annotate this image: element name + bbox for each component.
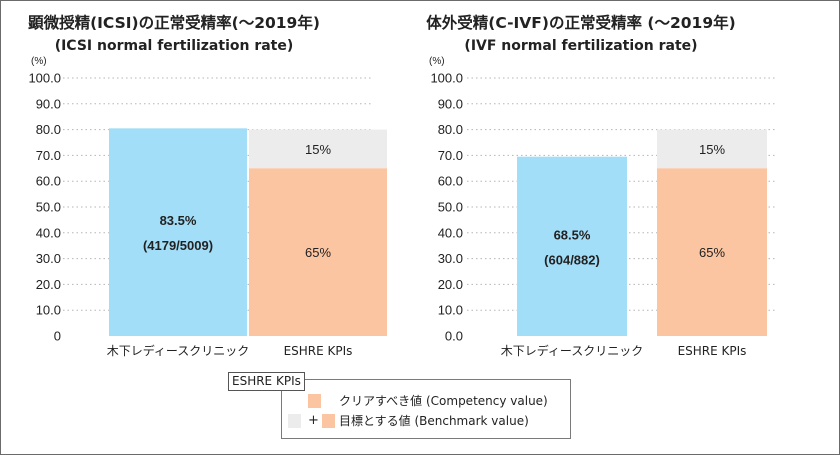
chart2-y-tick-label: 0.0 [445,329,463,344]
chart2-unit-label: (%) [429,56,445,67]
chart1-kpi-benchmark-label: 15% [305,142,331,157]
chart2-title: 体外受精(C-IVF)の正常受精率 (〜2019年) [426,13,735,32]
chart2-y-tick-label: 50.0 [438,200,463,215]
chart1-x-tick-label: ESHRE KPIs [284,344,353,358]
chart2-clinic-count-label: (604/882) [544,252,600,267]
legend-tag: ESHRE KPIs [228,372,305,391]
chart1-y-tick-label: 50.0 [36,200,61,215]
chart1-kpi-competency-segment [249,168,387,336]
chart2-x-tick-label: 木下レディースクリニック [501,343,644,358]
chart1-kpi-benchmark-segment [249,129,387,169]
legend-benchmark-swatch [288,414,301,428]
chart2-y-tick-label: 20.0 [438,277,463,292]
chart1-kpi-competency-label: 65% [305,245,331,260]
chart1-y-tick-label: 20.0 [36,277,61,292]
chart1-y-tick-label: 0 [54,329,61,344]
chart2-clinic-bar [517,156,627,336]
chart2-y-tick-label: 80.0 [438,122,463,137]
chart2-y-tick-label: 10.0 [438,303,463,318]
chart1-y-tick-label: 90.0 [36,96,61,111]
chart2-kpi-benchmark-segment [657,129,767,169]
chart2-kpi-benchmark-label: 15% [699,142,725,157]
chart1-clinic-count-label: (4179/5009) [143,238,213,253]
legend-box: クリアすべき値 (Competency value) + 目標とする値 (Ben… [281,379,571,439]
chart1-clinic-value-label: 83.5% [160,213,197,228]
chart2-subtitle: (IVF normal fertilization rate) [464,38,697,54]
chart2-y-tick-label: 100.0 [430,71,463,86]
legend-plus-sign: + [308,413,319,428]
legend-benchmark-label: 目標とする値 (Benchmark value) [339,414,529,428]
chart1-y-tick-label: 40.0 [36,225,61,240]
chart1-y-tick-label: 60.0 [36,174,61,189]
chart1-y-tick-label: 30.0 [36,251,61,266]
chart2-y-tick-label: 60.0 [438,174,463,189]
chart2-kpi-competency-label: 65% [699,245,725,260]
chart2-x-tick-label: ESHRE KPIs [678,344,747,358]
chart2-y-tick-label: 40.0 [438,225,463,240]
chart2-y-tick-label: 90.0 [438,96,463,111]
chart1-y-tick-label: 10.0 [36,303,61,318]
chart1-unit-label: (%) [31,56,47,67]
chart1-y-tick-label: 70.0 [36,148,61,163]
legend-competency-swatch [308,394,321,408]
chart2-kpi-competency-segment [657,168,767,336]
chart2-y-tick-label: 70.0 [438,148,463,163]
chart1-y-tick-label: 100.0 [28,71,61,86]
legend-benchmark-competency-swatch [322,414,335,428]
chart1-subtitle: (ICSI normal fertilization rate) [55,38,294,54]
chart1-y-tick-label: 80.0 [36,122,61,137]
chart2-y-tick-label: 30.0 [438,251,463,266]
chart2-clinic-value-label: 68.5% [554,227,591,242]
chart1-x-tick-label: 木下レディースクリニック [107,343,250,358]
chart1-clinic-bar [109,128,247,336]
legend-competency-label: クリアすべき値 (Competency value) [339,394,548,408]
chart1-title: 顕微授精(ICSI)の正常受精率(〜2019年) [28,13,320,32]
